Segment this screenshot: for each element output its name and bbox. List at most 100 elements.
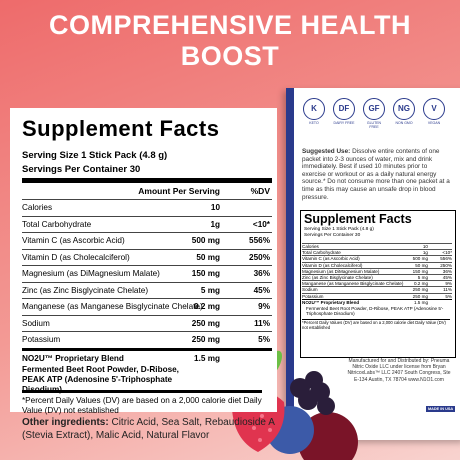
badge: NG NON GMO [392,98,416,125]
blend-row: NO2U™ Proprietary Blend 1.5 mg [22,347,272,363]
nutrient-dv: 556% [249,236,270,245]
mini-fact-row: Vitamin C (as Ascorbic Acid) 500 mg 556% [302,255,452,262]
mini-name: Zinc (as Zinc Bisglycinate Chelate) [302,275,373,280]
badge-icon: GF [363,98,385,120]
nutrient-dv: 36% [253,269,270,278]
fact-row: Vitamin D (as Cholecalciferol) 50 mg 250% [22,248,272,266]
mini-amount: 50 mg [415,262,428,268]
mini-dv: 11% [443,287,452,293]
rule [22,178,272,183]
badge-icon: DF [333,98,355,120]
mini-dv: <10* [442,250,452,256]
box-edge [286,88,294,440]
col-header: Amount Per Serving %DV [22,184,272,198]
mini-amount: 150 mg [412,268,428,274]
mini-fact-row: Magnesium (as DiMagnesium Malate) 150 mg 3… [302,267,452,275]
blend-amount: 1.5 mg [194,353,220,363]
badge: V VEGAN [422,98,446,125]
use-text: Dissolve entire contents of one packet i… [302,148,450,201]
mini-fact-row: Zinc (as Zinc Bisglycinate Chelate) 5 mg 4… [302,274,452,281]
nutrient-name: Total Carbohydrate [22,219,92,229]
nutrient-dv: 9% [258,302,270,311]
other-text: Citric Acid, Sea Salt, Rebaudioside A (S… [22,417,275,441]
nutrient-dv: 250% [249,252,270,262]
mini-dv: 45% [442,275,452,280]
made-in: MADE IN USA [426,406,456,412]
badge-icon: V [423,98,445,120]
mini-facts [300,210,456,358]
mini-fact-row: Potassium 250 mg 5% [302,292,452,300]
nutrient-amount: 1g [210,219,220,229]
nutrient-amount: 0.2 mg [194,302,220,311]
nutrient-name: Zinc (as Zinc Bisglycinate Chelate) [22,285,149,295]
suggested-use: Suggested Use: Dissolve entire contents … [302,148,452,201]
mini-dv: 250% [440,262,452,268]
mini-amount: 1g [422,250,428,256]
mini-dv: 9% [445,281,452,287]
fact-row: Potassium 250 mg 5% [22,331,272,348]
mini-name: Manganese (as Manganese Bisglycinate Che… [302,281,404,287]
badge-icon: K [303,98,325,120]
nutrient-dv: 5% [258,335,270,344]
other-label: Other ingredients: [22,417,109,428]
nutrient-amount: 250 mg [191,318,220,328]
nutrient-name: Vitamin D (as Cholecalciferol) [22,252,130,262]
badge-label: GLUTEN FREE [366,121,382,129]
badge: GF GLUTEN FREE [362,98,386,129]
mini-name: Total Carbohydrate [302,250,341,256]
badge: K KETO [302,98,326,125]
fact-row: Zinc (as Zinc Bisglycinate Chelate) 5 mg 4… [22,281,272,299]
use-label: Suggested Use: [302,148,351,155]
nutrient-amount: 5 mg [200,285,220,295]
mini-fact-row: Calories 10 [302,243,452,250]
mini-blend-row: NO2U™ Proprietary Blend 1.5 mg [302,298,452,306]
mini-blend-name: NO2U™ Proprietary Blend [302,299,360,305]
mini-fact-row: Total Carbohydrate 1g <10* [302,249,452,256]
mini-name: Potassium [302,293,324,299]
col-dv: %DV [250,186,270,196]
nutrient-amount: 500 mg [191,236,220,245]
nutrient-name: Magnesium (as DiMagnesium Malate) [22,269,160,278]
mini-name: Calories [302,244,319,249]
nutrient-name: Potassium [22,335,61,344]
mini-name: Vitamin D (as Cholecalciferol) [302,262,363,268]
mini-dv: 5% [445,293,452,299]
mini-fact-row: Sodium 250 mg 11% [302,286,452,293]
nutrient-amount: 10 [210,203,220,212]
badge-label: VEGAN [427,121,441,125]
fact-row: Total Carbohydrate 1g <10* [22,215,272,233]
mini-name: Magnesium (as DiMagnesium Malate) [302,268,380,274]
mini-amount: 0.2 mg [413,281,428,287]
badge: DF DAIRY FREE [332,98,356,125]
nutrient-name: Sodium [22,318,50,328]
fact-row: Vitamin C (as Ascorbic Acid) 500 mg 556% [22,232,272,249]
col-amount: Amount Per Serving [138,186,220,196]
mini-name: Vitamin C (as Ascorbic Acid) [302,256,360,262]
nutrient-amount: 150 mg [191,269,220,278]
mini-servings: Servings Per Container 30 [304,233,361,238]
nutrient-dv: <10* [252,219,270,229]
blend-ingredients: Fermented Beet Root Powder, D-Ribose, PE… [22,364,179,394]
maker: Manufactured for and Distributed by: Pne… [347,358,451,383]
nutrient-name: Vitamin C (as Ascorbic Acid) [22,236,125,245]
facts-panel: Supplement Facts Serving Size 1 Stick Pa… [10,108,277,415]
fact-row: Calories 10 [22,199,272,216]
nutrient-name: Manganese (as Manganese Bisglycinate Che… [22,302,203,311]
mini-serving: Serving Size 1 Stick Pack (4.8 g) Serving… [304,227,374,239]
facts-title: Supplement Facts [22,116,220,141]
nutrient-dv: 11% [254,318,270,328]
fact-row: Magnesium (as DiMagnesium Malate) 150 mg 3… [22,265,272,282]
blend-name: NO2U™ Proprietary Blend [22,353,124,363]
badge-label: DAIRY FREE [333,121,355,125]
mini-name: Sodium [302,287,318,293]
nutrient-amount: 250 mg [191,335,220,344]
mini-serving-size: Serving Size 1 Stick Pack (4.8 g) [304,227,374,232]
servings: Servings Per Container 30 [22,164,141,175]
nutrient-dv: 45% [253,285,270,295]
nutrient-amount: 50 mg [196,252,220,262]
mini-dv: 556% [440,256,452,262]
mini-footnote: *Percent Daily Values (DV) are based on … [302,318,450,330]
badge-label: NON GMO [395,121,413,125]
nutrient-name: Calories [22,203,53,212]
